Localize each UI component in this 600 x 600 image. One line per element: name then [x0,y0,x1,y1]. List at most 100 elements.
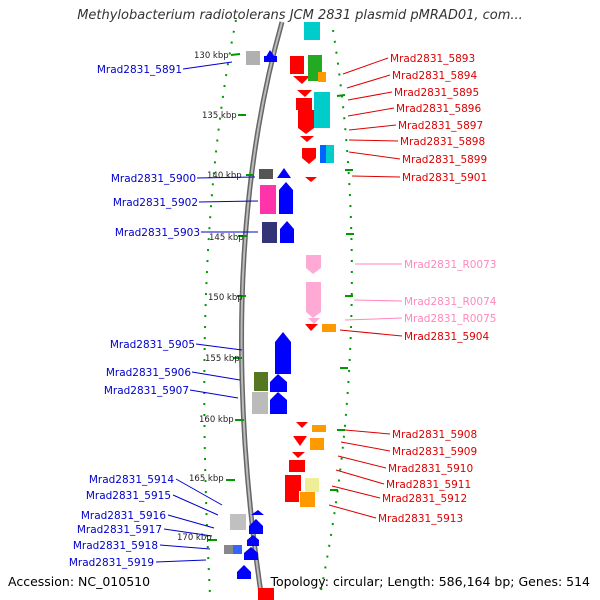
gene-arrow [298,128,314,134]
gene-box [290,56,304,74]
gene-arrow [277,168,291,178]
gene-label[interactable]: Mrad2831_5902 [113,197,198,209]
gene-box [254,372,268,391]
gene-arrow [296,422,308,428]
gene-box [300,492,315,507]
leader-line [172,494,219,516]
leader-line [347,91,393,101]
gene-arrow [270,392,287,414]
leader-line [339,329,403,337]
gene-box [224,545,233,554]
tick-label: 130 kbp [194,51,229,61]
gene-box [259,169,273,179]
gene-label[interactable]: Mrad2831_5898 [400,136,485,148]
gene-box [262,222,277,243]
gene-label[interactable]: Mrad2831_5906 [106,367,191,379]
gene-label[interactable]: Mrad2831_5908 [392,429,477,441]
gene-label[interactable]: Mrad2831_5895 [394,87,479,99]
gene-label[interactable]: Mrad2831_R0074 [404,296,497,308]
gene-label[interactable]: Mrad2831_5897 [398,120,483,132]
leader-line [335,469,385,485]
gene-arrow [293,436,307,446]
leader-line [337,455,387,469]
gene-label[interactable]: Mrad2831_5900 [111,173,196,185]
leader-line [340,441,391,452]
gene-label[interactable]: Mrad2831_5914 [89,474,174,486]
gene-label[interactable]: Mrad2831_5909 [392,446,477,458]
gene-label[interactable]: Mrad2831_5910 [388,463,473,475]
leader-line [195,343,243,351]
gene-box [302,148,316,158]
leader-line [344,317,403,321]
tick-mark [336,94,346,97]
gene-box [233,545,242,554]
gene-arrow [302,158,316,164]
tick-label: 145 kbp [209,233,244,243]
gene-label[interactable]: Mrad2831_5913 [378,513,463,525]
gene-label[interactable]: Mrad2831_5917 [77,524,162,536]
gene-label[interactable]: Mrad2831_5896 [396,103,481,115]
leader-line [348,139,399,142]
gene-label[interactable]: Mrad2831_5912 [382,493,467,505]
gene-arrow [306,255,321,274]
tick-label: 140 kbp [207,171,242,181]
gene-box [246,51,260,65]
leader-line [198,200,259,203]
gene-label[interactable]: Mrad2831_5907 [104,385,189,397]
accession-text: Accession: NC_010510 [8,574,151,589]
gene-arrow [280,221,294,243]
gene-label[interactable]: Mrad2831_5901 [402,172,487,184]
gene-box [264,56,277,62]
gene-label[interactable]: Mrad2831_5893 [390,53,475,65]
tick-marks [208,53,354,541]
leader-line [344,429,391,435]
leader-line [175,478,223,506]
tick-mark [230,53,241,56]
gene-arrow [247,535,259,546]
gene-arrow [244,547,258,560]
gene-label[interactable]: Mrad2831_R0075 [404,313,496,325]
leader-line [348,151,401,160]
leader-line [163,528,213,537]
leader-line [155,559,207,563]
gene-label[interactable]: Mrad2831_5904 [404,331,489,343]
gene-label[interactable]: Mrad2831_R0073 [404,259,496,271]
tick-label: 155 kbp [205,354,240,364]
leader-line [348,124,397,131]
gene-label[interactable]: Mrad2831_5919 [69,557,154,569]
gene-arrow [237,565,251,579]
leader-line [328,504,377,519]
tick-labels: 130 kbp 135 kbp 140 kbp 145 kbp 150 kbp … [177,51,244,543]
gene-label[interactable]: Mrad2831_5903 [115,227,200,239]
leader-line [189,389,239,399]
gene-box [304,22,320,40]
leader-line [331,485,381,499]
leader-line [342,57,389,75]
right-gene-labels: Mrad2831_5893 Mrad2831_5894 Mrad2831_589… [378,53,497,525]
gene-box [230,514,246,530]
gene-arrow [305,324,318,331]
guide-arcs [203,19,353,596]
gene-arrow [251,510,264,515]
leader-line [167,514,215,529]
gene-label[interactable]: Mrad2831_5894 [392,70,477,82]
gene-box [298,110,314,128]
gene-label[interactable]: Mrad2831_5899 [402,154,487,166]
gene-arrow [305,177,317,182]
gene-box [318,72,326,82]
reverse-genes [258,22,336,600]
gene-label[interactable]: Mrad2831_5915 [86,490,171,502]
gene-arrow [249,519,263,534]
gene-arrow [275,332,291,374]
gene-label[interactable]: Mrad2831_5905 [110,339,195,351]
tick-label: 135 kbp [202,111,237,121]
gene-label[interactable]: Mrad2831_5911 [386,479,471,491]
gene-box [305,478,319,492]
gene-label[interactable]: Mrad2831_5891 [97,64,182,76]
gene-label[interactable]: Mrad2831_5916 [81,510,166,522]
gene-arrow [308,318,320,324]
forward-genes [224,50,294,579]
leader-line [351,175,401,178]
gene-label[interactable]: Mrad2831_5918 [73,540,158,552]
